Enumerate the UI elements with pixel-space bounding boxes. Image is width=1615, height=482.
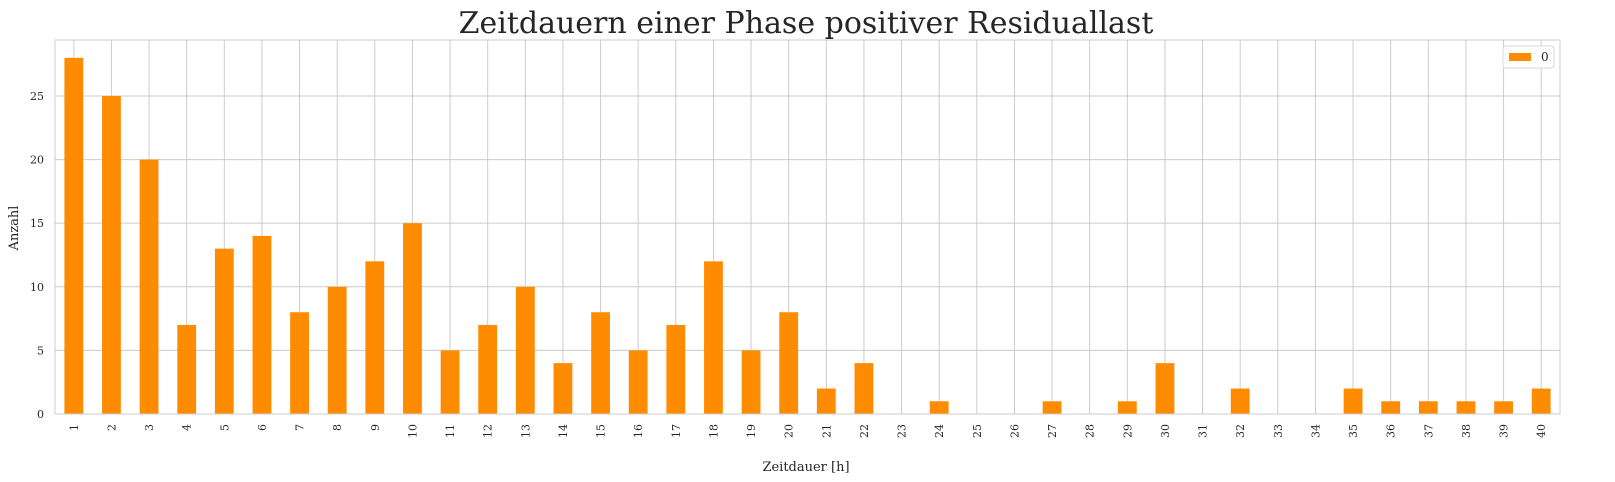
bar xyxy=(929,401,949,414)
x-tick-label: 20 xyxy=(783,424,796,438)
bars xyxy=(64,57,1551,415)
x-tick-label: 29 xyxy=(1121,424,1134,438)
x-tick-label: 22 xyxy=(858,424,871,438)
bar xyxy=(704,261,723,414)
x-tick-label: 26 xyxy=(1008,424,1021,438)
bar xyxy=(1494,401,1513,414)
x-tick-label: 36 xyxy=(1385,424,1398,438)
x-tick-label: 16 xyxy=(632,424,645,438)
bar xyxy=(1042,401,1062,414)
bar xyxy=(1531,388,1551,414)
legend-label: 0 xyxy=(1541,50,1549,64)
x-tick-label: 32 xyxy=(1234,424,1247,438)
bar xyxy=(553,363,573,414)
x-tick-label: 8 xyxy=(331,424,344,431)
chart-title: Zeitdauern einer Phase positiver Residua… xyxy=(459,6,1154,41)
x-tick-label: 33 xyxy=(1272,424,1285,438)
bar xyxy=(515,286,535,414)
x-tick-label: 5 xyxy=(218,424,231,431)
x-tick-label: 14 xyxy=(557,424,570,438)
bar xyxy=(139,159,159,414)
x-tick-label: 7 xyxy=(294,424,307,431)
bar xyxy=(177,324,197,414)
plot-frame xyxy=(54,39,1561,415)
y-axis-label: Anzahl xyxy=(7,206,22,252)
bar xyxy=(102,95,121,415)
bar xyxy=(403,223,422,414)
bar xyxy=(1155,363,1175,414)
x-tick-label: 6 xyxy=(256,424,269,431)
x-tick-label: 28 xyxy=(1084,424,1097,438)
gridlines xyxy=(55,40,1560,415)
bar xyxy=(666,324,686,414)
bar xyxy=(1381,401,1401,414)
x-tick-label: 24 xyxy=(933,424,946,438)
x-tick-label: 9 xyxy=(369,424,382,431)
x-tick-label: 3 xyxy=(143,424,156,431)
bar xyxy=(779,312,799,414)
x-tick-label: 17 xyxy=(670,424,683,438)
bar xyxy=(854,363,874,414)
bar xyxy=(64,57,84,415)
x-tick-label: 25 xyxy=(971,424,984,438)
x-tick-label: 39 xyxy=(1498,424,1511,438)
bar xyxy=(1117,401,1137,414)
x-tick-label: 18 xyxy=(707,424,720,438)
bar xyxy=(327,286,347,414)
x-tick-labels: 1 2 3 4 5 6 7 8 9 10 11 12 13 14 15 16 17 18 19 20 21 22 23 24 2… xyxy=(68,424,1548,438)
bar xyxy=(440,350,460,414)
x-tick-label: 13 xyxy=(519,424,532,438)
bar xyxy=(1456,401,1476,414)
x-tick-label: 30 xyxy=(1159,424,1172,438)
x-tick-label: 19 xyxy=(745,424,758,438)
y-tick-label: 10 xyxy=(30,281,44,294)
bar xyxy=(1343,388,1363,414)
x-tick-label: 38 xyxy=(1460,424,1473,438)
x-tick-label: 1 xyxy=(68,424,81,431)
y-tick-label: 0 xyxy=(37,408,44,421)
x-tick-label: 23 xyxy=(896,424,909,438)
x-tick-label: 37 xyxy=(1422,424,1435,438)
x-tick-label: 40 xyxy=(1535,424,1548,438)
x-tick-label: 21 xyxy=(820,424,833,438)
x-tick-label: 27 xyxy=(1046,424,1059,438)
x-tick-label: 34 xyxy=(1309,424,1322,438)
bar xyxy=(816,388,836,414)
x-tick-label: 10 xyxy=(406,424,419,438)
bar xyxy=(628,350,648,414)
y-tick-label: 15 xyxy=(30,217,44,230)
legend-swatch xyxy=(1509,53,1531,61)
bar xyxy=(1418,401,1438,414)
bar xyxy=(214,248,234,414)
y-tick-label: 25 xyxy=(30,90,44,103)
bar xyxy=(478,324,498,414)
bar xyxy=(741,350,761,414)
x-tick-label: 12 xyxy=(482,424,495,438)
bar xyxy=(591,312,610,414)
x-tick-label: 2 xyxy=(105,424,118,431)
bar xyxy=(290,312,309,414)
x-axis-label: Zeitdauer [h] xyxy=(762,460,849,475)
x-tick-label: 35 xyxy=(1347,424,1360,438)
y-tick-label: 20 xyxy=(30,154,44,167)
x-tick-label: 4 xyxy=(181,424,194,431)
x-tick-label: 31 xyxy=(1197,424,1210,438)
y-tick-label: 5 xyxy=(37,344,44,357)
y-tick-labels: 0 5 10 15 20 25 xyxy=(30,90,44,421)
bar xyxy=(252,235,272,414)
legend: 0 xyxy=(1502,45,1555,69)
bar xyxy=(1230,388,1250,414)
x-tick-label: 15 xyxy=(595,424,608,438)
bar xyxy=(365,261,385,414)
x-tick-label: 11 xyxy=(444,424,457,438)
